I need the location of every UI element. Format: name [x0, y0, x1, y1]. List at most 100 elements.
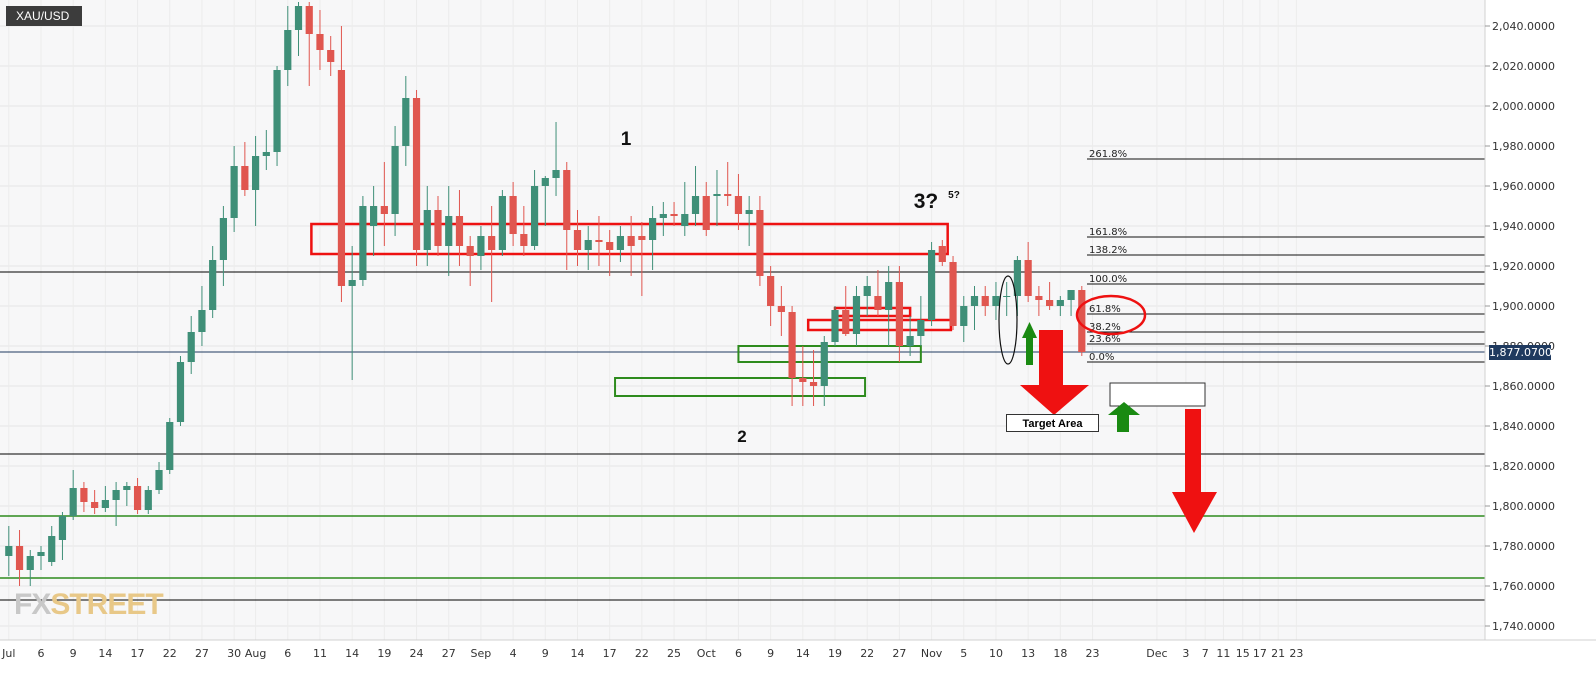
- candle-body: [316, 34, 324, 50]
- x-tick-label: 13: [1021, 647, 1035, 660]
- last-candle-ellipse: [998, 275, 1018, 365]
- candle-body: [445, 216, 453, 246]
- candle-body: [423, 210, 431, 250]
- x-tick-label: 14: [796, 647, 810, 660]
- current-price-tag: 1,877.0700: [1489, 345, 1552, 360]
- y-tick-label: 2,040.0000: [1492, 20, 1555, 33]
- x-tick-label: 3: [1182, 647, 1189, 660]
- candle-body: [337, 70, 346, 286]
- candle-body: [80, 488, 88, 502]
- y-tick-label: 1,940.0000: [1492, 220, 1555, 233]
- candle-body: [466, 246, 474, 256]
- candle-body: [1056, 300, 1064, 306]
- fib-level-label: 61.8%: [1089, 304, 1121, 315]
- x-tick-label: 11: [1216, 647, 1230, 660]
- candle-body: [488, 236, 496, 250]
- candle-body: [649, 218, 657, 240]
- candle-body: [573, 230, 582, 250]
- candle-body: [112, 490, 120, 500]
- fib-618-circle: [1075, 294, 1147, 336]
- x-tick-label: 22: [635, 647, 649, 660]
- candle-body: [777, 306, 785, 312]
- candle-body: [69, 488, 77, 516]
- x-tick-label: 22: [163, 647, 177, 660]
- red-resistance-zone: [310, 222, 949, 256]
- fib-level-label: 161.8%: [1089, 227, 1127, 238]
- large-red-down-arrow-icon: [1172, 409, 1217, 533]
- candle-body: [91, 502, 99, 508]
- candle-body: [251, 156, 260, 190]
- x-tick-label: Jul: [1, 647, 15, 660]
- wave-3-label: 3?: [914, 190, 939, 213]
- candle-body: [241, 166, 249, 190]
- candle-body: [1078, 290, 1086, 352]
- candle-body: [262, 152, 270, 156]
- y-tick-label: 1,740.0000: [1492, 620, 1555, 633]
- x-tick-label: 25: [667, 647, 681, 660]
- candle-body: [702, 196, 710, 230]
- candle-body: [101, 500, 109, 508]
- candle-body: [638, 236, 646, 240]
- candle-body: [530, 186, 539, 246]
- x-tick-label: 19: [377, 647, 391, 660]
- x-tick-label: 10: [989, 647, 1003, 660]
- candle-body: [380, 206, 388, 214]
- y-tick-label: 1,820.0000: [1492, 460, 1555, 473]
- candle-body: [294, 6, 303, 30]
- green-support-zone: [737, 345, 922, 363]
- y-tick-label: 1,800.0000: [1492, 500, 1555, 513]
- x-tick-label: 7: [1202, 647, 1209, 660]
- candle-body: [734, 196, 743, 214]
- x-tick-label: 17: [603, 647, 617, 660]
- x-tick-label: 11: [313, 647, 327, 660]
- fib-level-label: 23.6%: [1089, 334, 1121, 345]
- target-area-box: [1109, 382, 1206, 407]
- candle-body: [874, 296, 882, 310]
- candle-body: [659, 214, 667, 218]
- x-tick-label: 19: [828, 647, 842, 660]
- candle-body: [209, 260, 217, 310]
- x-tick-label: 6: [37, 647, 44, 660]
- gridlines: [0, 0, 1485, 640]
- candle-body: [498, 196, 506, 250]
- x-tick-label: 14: [98, 647, 112, 660]
- x-tick-label: 6: [735, 647, 742, 660]
- candle-body: [305, 6, 313, 34]
- candle-body: [133, 486, 142, 510]
- candle-body: [842, 310, 850, 334]
- candle-body: [412, 98, 421, 250]
- green-up-arrow-icon: [1108, 402, 1140, 432]
- target-area-label: Target Area: [1006, 414, 1099, 432]
- y-tick-label: 1,860.0000: [1492, 380, 1555, 393]
- candle-body: [455, 216, 464, 246]
- y-tick-label: 2,020.0000: [1492, 60, 1555, 73]
- fxstreet-watermark: FXSTREET: [14, 588, 164, 622]
- fib-level-label: 138.2%: [1089, 245, 1127, 256]
- red-down-arrow-icon: [1020, 330, 1089, 415]
- candle-body: [938, 246, 946, 262]
- candle-body: [691, 196, 700, 214]
- x-tick-label: 4: [510, 647, 517, 660]
- wave-5-label: 5?: [948, 190, 960, 201]
- candle-body: [820, 342, 828, 386]
- y-tick-label: 1,760.0000: [1492, 580, 1555, 593]
- candle-body: [745, 210, 753, 214]
- x-tick-label: Oct: [697, 647, 717, 660]
- candle-body: [563, 170, 571, 230]
- watermark-street: STREET: [50, 588, 163, 621]
- candle-body: [144, 490, 152, 510]
- small-green-arrow-icon: [1022, 322, 1037, 365]
- candle-body: [1024, 260, 1032, 296]
- candle-body: [831, 310, 839, 342]
- fib-level-label: 261.8%: [1089, 149, 1127, 160]
- x-tick-label: 5: [960, 647, 967, 660]
- candle-body: [927, 250, 936, 320]
- candle-body: [520, 234, 528, 246]
- x-tick-label: 27: [195, 647, 209, 660]
- x-tick-label: Dec: [1146, 647, 1167, 660]
- x-tick-label: 23: [1086, 647, 1100, 660]
- candle-body: [219, 218, 227, 260]
- symbol-label[interactable]: XAU/USD: [6, 6, 82, 26]
- candle-body: [606, 242, 614, 250]
